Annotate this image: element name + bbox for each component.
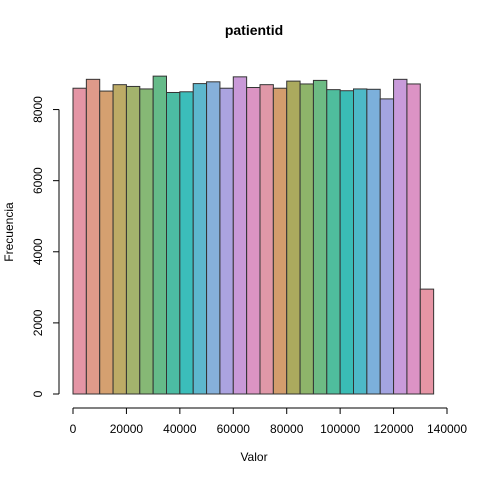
histogram-bar-21 — [353, 88, 368, 395]
x-axis-label: Valor — [240, 450, 267, 464]
histogram-bar-9 — [192, 83, 208, 395]
x-tick-label-4: 80000 — [270, 422, 304, 436]
histogram-bar-4 — [125, 85, 141, 395]
histogram-bar-18 — [312, 79, 328, 395]
x-tick-label-1: 20000 — [110, 422, 144, 436]
histogram-bar-22 — [366, 88, 381, 395]
y-tick-label-2: 4000 — [31, 238, 45, 265]
y-tick-label-3: 6000 — [31, 167, 45, 194]
x-tick-label-2: 40000 — [163, 422, 197, 436]
histogram-bar-17 — [299, 83, 314, 395]
y-tick-label-4: 8000 — [31, 96, 45, 123]
x-tick-label-0: 0 — [70, 422, 77, 436]
x-tick-label-3: 60000 — [217, 422, 251, 436]
histogram-bar-10 — [206, 81, 221, 395]
histogram-bar-11 — [219, 87, 234, 395]
histogram-bar-26 — [419, 288, 435, 395]
histogram-bar-6 — [152, 75, 167, 395]
histogram-bar-15 — [272, 87, 288, 395]
x-tick-label-7: 140000 — [427, 422, 467, 436]
histogram-bar-8 — [179, 91, 194, 395]
histogram-bar-13 — [246, 87, 261, 395]
y-tick-label-1: 2000 — [31, 309, 45, 336]
x-axis: 0 20000 40000 60000 80000 100000 120000 140000 — [70, 407, 467, 436]
histogram-bar-20 — [339, 90, 354, 395]
chart-title: patientid — [225, 22, 283, 38]
histogram-bar-25 — [406, 83, 421, 395]
histogram-bar-16 — [286, 80, 301, 395]
histogram-bar-19 — [326, 89, 341, 395]
y-axis-label: Frecuencia — [2, 202, 16, 262]
histogram-bar-0 — [72, 87, 87, 395]
histogram-bar-14 — [259, 84, 274, 395]
histogram-bar-1 — [85, 78, 101, 395]
histogram-bar-5 — [139, 88, 154, 395]
x-tick-label-5: 100000 — [320, 422, 360, 436]
histogram-bar-12 — [232, 76, 248, 395]
histogram-bar-7 — [166, 91, 181, 395]
x-tick-label-6: 120000 — [374, 422, 414, 436]
y-axis: 0 2000 4000 6000 8000 — [31, 96, 60, 397]
histogram-bar-2 — [99, 90, 114, 395]
histogram-bar-24 — [393, 78, 408, 395]
bars-group — [72, 75, 435, 395]
histogram-bar-3 — [112, 84, 127, 395]
y-tick-label-0: 0 — [31, 390, 45, 397]
histogram-bar-23 — [379, 98, 395, 395]
